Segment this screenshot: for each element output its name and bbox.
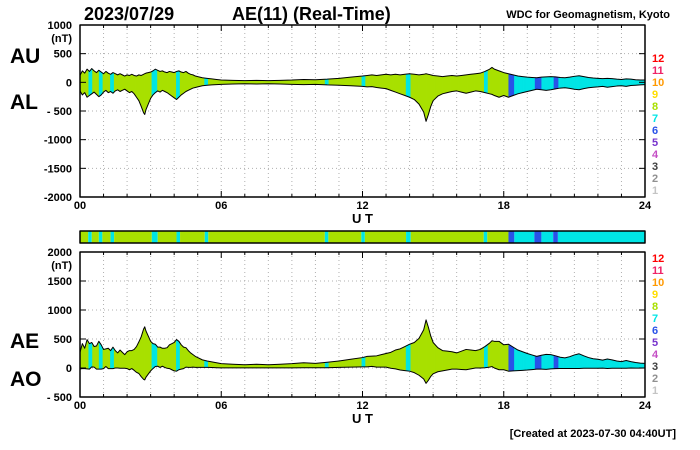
plot-date: 2023/07/29 (84, 4, 175, 24)
observatory-credit: WDC for Geomagnetism, Kyoto (506, 9, 670, 21)
ut-label-top: U T (352, 211, 373, 226)
page-title: AE(11) (Real-Time) (232, 4, 391, 24)
al-axis-label: AL (10, 91, 38, 114)
ut-label-bottom: U T (352, 411, 373, 426)
au-axis-label: AU (10, 45, 41, 68)
created-timestamp: [Created at 2023-07-30 04:40UT] (509, 428, 676, 440)
ao-axis-label: AO (10, 368, 42, 391)
ae-axis-label: AE (10, 330, 40, 353)
